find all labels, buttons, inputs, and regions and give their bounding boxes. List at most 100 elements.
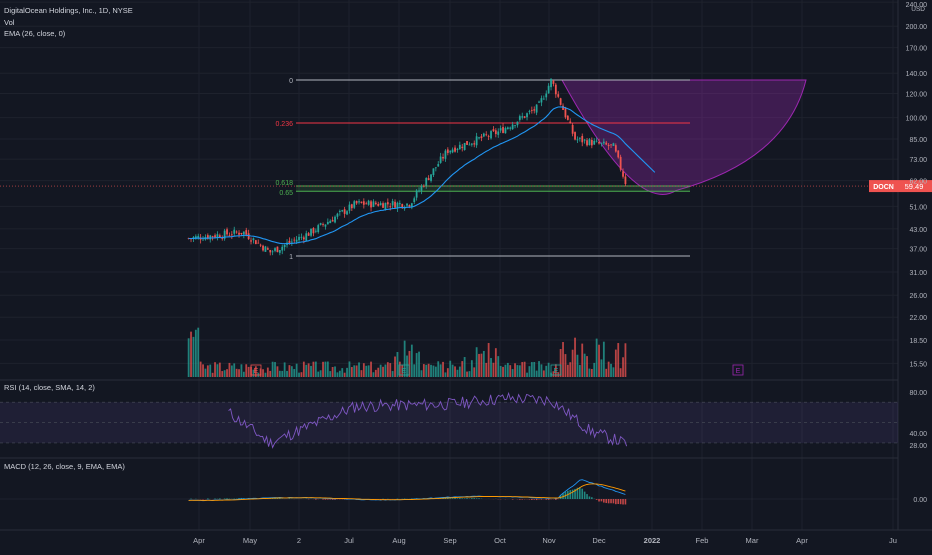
volume-bar: [341, 368, 343, 377]
macd-histogram-bar: [322, 499, 324, 500]
candle-body: [305, 233, 307, 240]
macd-histogram-bar: [219, 498, 221, 499]
macd-histogram-bar: [591, 497, 593, 499]
volume-bar: [375, 370, 377, 377]
macd-histogram-bar: [289, 498, 291, 499]
candle-body: [445, 151, 447, 159]
candle-body: [334, 217, 336, 223]
time-tick-label: 2: [297, 536, 301, 545]
volume-bar: [353, 365, 355, 377]
earnings-marker-label: E: [254, 368, 259, 375]
candle-body: [317, 225, 319, 232]
volume-bar: [315, 362, 317, 377]
volume-bar: [617, 343, 619, 377]
volume-bar: [308, 363, 310, 377]
volume-bar: [533, 362, 535, 377]
candle-body: [281, 247, 283, 251]
fib-level-label: 0.236: [275, 121, 293, 128]
volume-bar: [267, 368, 269, 377]
volume-bar: [435, 367, 437, 377]
volume-bar: [445, 372, 447, 377]
candle-body: [476, 136, 478, 145]
volume-bar: [500, 366, 502, 377]
volume-bar: [356, 365, 358, 377]
macd-histogram-bar: [548, 499, 550, 500]
macd-label: MACD (12, 26, close, 9, EMA, EMA): [4, 462, 125, 471]
volume-bar: [344, 373, 346, 377]
volume-bar: [221, 371, 223, 377]
candle-body: [512, 125, 514, 130]
candle-body: [572, 125, 574, 134]
volume-bar: [490, 358, 492, 377]
candle-body: [541, 98, 543, 102]
candle-body: [493, 129, 495, 131]
candle-body: [545, 94, 547, 98]
candle-body: [274, 248, 276, 251]
volume-bar: [543, 370, 545, 377]
candle-body: [464, 143, 466, 150]
volume-bar: [212, 373, 214, 377]
macd-histogram-bar: [555, 499, 557, 500]
volume-bar: [531, 362, 533, 377]
candle-body: [428, 178, 430, 180]
candle-body: [329, 221, 331, 223]
candle-body: [346, 211, 348, 214]
candle-body: [279, 250, 281, 253]
time-tick-label: Apr: [796, 536, 808, 545]
volume-bar: [373, 372, 375, 377]
candle-body: [524, 116, 526, 117]
time-tick-label: Feb: [696, 536, 709, 545]
candle-body: [327, 222, 329, 224]
volume-bar: [236, 369, 238, 377]
volume-bar: [584, 354, 586, 377]
candle-body: [265, 246, 267, 251]
candle-body: [320, 223, 322, 225]
volume-bar: [332, 367, 334, 377]
volume-bar: [591, 369, 593, 377]
candle-body: [565, 108, 567, 117]
candle-body: [483, 134, 485, 137]
volume-bar: [603, 342, 605, 377]
volume-bar: [473, 367, 475, 377]
volume-bar: [413, 364, 415, 377]
candle-body: [416, 190, 418, 197]
candle-body: [533, 109, 535, 110]
price-tick-label: 37.00: [909, 247, 927, 254]
candle-body: [581, 136, 583, 142]
volume-bar: [524, 362, 526, 377]
volume-bar: [317, 372, 319, 377]
volume-bar: [363, 363, 365, 377]
candle-body: [449, 151, 451, 153]
candle-body: [622, 171, 624, 176]
volume-bar: [243, 372, 245, 377]
macd-histogram-bar: [454, 498, 456, 499]
macd-histogram-bar: [473, 498, 475, 499]
volume-bar: [430, 365, 432, 377]
candle-body: [505, 128, 507, 133]
volume-bar: [608, 362, 610, 377]
candle-body: [382, 203, 384, 208]
volume-bar: [485, 363, 487, 377]
volume-bar: [313, 362, 315, 377]
price-tick-label: 240.00: [906, 2, 928, 9]
candle-body: [298, 237, 300, 240]
candle-body: [531, 110, 533, 111]
volume-bar: [495, 348, 497, 377]
volume-bar: [471, 360, 473, 377]
candle-body: [613, 143, 615, 146]
volume-bar: [481, 354, 483, 377]
candle-body: [356, 201, 358, 203]
candle-body: [625, 177, 627, 185]
volume-bar: [337, 372, 339, 377]
candle-body: [253, 238, 255, 240]
macd-histogram-bar: [226, 498, 228, 499]
time-tick-label: Oct: [494, 536, 507, 545]
macd-histogram-bar: [329, 499, 331, 500]
macd-histogram-bar: [620, 499, 622, 504]
ticker-label: DOCN: [873, 184, 894, 191]
macd-histogram-bar: [519, 499, 521, 500]
volume-bar: [226, 369, 228, 377]
candle-body: [243, 232, 245, 235]
fib-zone: [296, 186, 690, 191]
volume-bar: [507, 363, 509, 377]
